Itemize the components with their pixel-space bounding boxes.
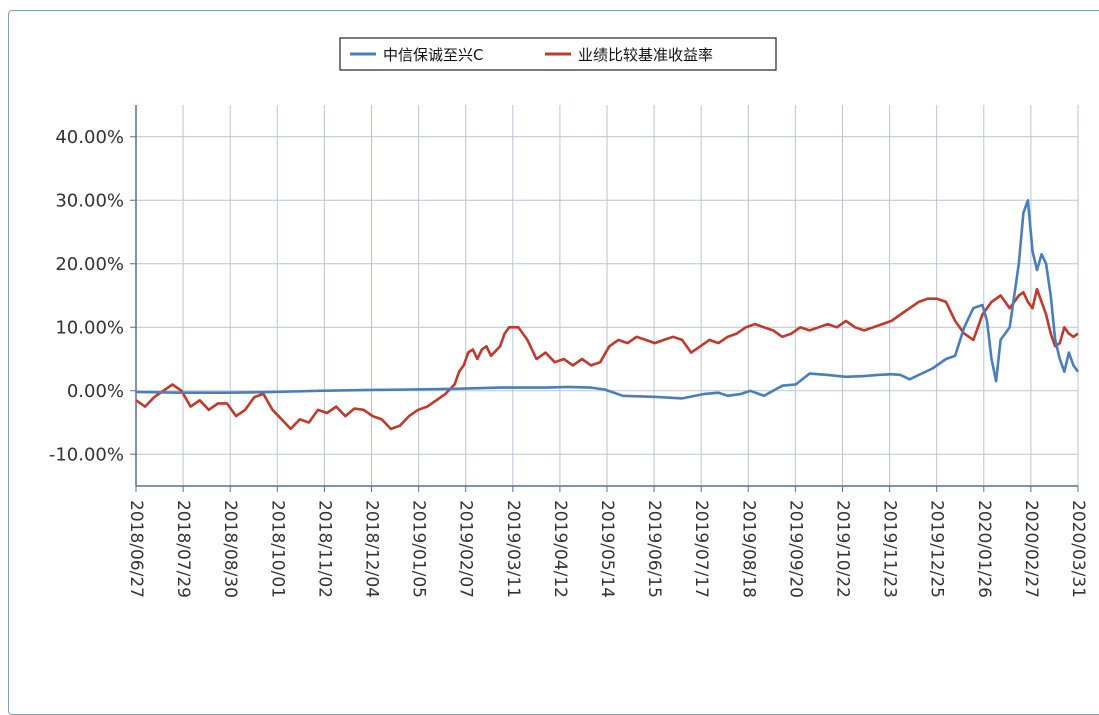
x-tick-label: 2019/03/11 <box>503 500 523 598</box>
x-tick-label: 2018/12/04 <box>362 500 382 598</box>
x-tick-label: 2019/07/17 <box>691 500 711 598</box>
x-tick-label: 2019/06/15 <box>644 500 664 598</box>
series-line-1 <box>135 287 1079 431</box>
x-tick-label: 2018/11/02 <box>314 500 334 598</box>
x-tick-label: 2018/07/29 <box>173 500 193 598</box>
grid <box>135 105 1079 487</box>
y-tick-label: 30.00% <box>55 190 124 211</box>
x-tick-label: 2018/10/01 <box>267 500 287 598</box>
y-axis-ticks: -10.00% 0.00% 10.00% 20.00% 30.00% 40.00% <box>49 127 136 465</box>
series-line-0 <box>135 199 1080 400</box>
legend-label-0: 中信保诚至兴C <box>383 46 483 64</box>
x-tick-label: 2019/04/12 <box>550 500 570 598</box>
legend-label-1: 业绩比较基准收益率 <box>578 46 713 64</box>
x-tick-label: 2019/01/05 <box>409 500 429 598</box>
x-axis-ticks: 2018/06/27 2018/07/29 2018/08/30 2018/10/01… <box>126 486 1088 598</box>
x-tick-label: 2019/11/23 <box>880 500 900 598</box>
x-tick-label: 2020/03/31 <box>1068 500 1088 598</box>
y-tick-label: 0.00% <box>67 381 124 402</box>
series-lines <box>135 199 1080 431</box>
x-tick-label: 2020/01/26 <box>974 500 994 598</box>
x-tick-label: 2019/05/14 <box>597 500 617 598</box>
x-tick-label: 2019/02/07 <box>456 500 476 598</box>
x-tick-label: 2020/02/27 <box>1021 500 1041 598</box>
x-tick-label: 2019/09/20 <box>785 500 805 598</box>
x-tick-label: 2019/10/22 <box>833 500 853 598</box>
y-tick-label: 10.00% <box>55 317 124 338</box>
x-tick-label: 2018/06/27 <box>126 500 146 598</box>
y-tick-label: 20.00% <box>55 254 124 275</box>
x-tick-label: 2019/08/18 <box>738 500 758 598</box>
x-tick-label: 2018/08/30 <box>220 500 240 598</box>
legend: 中信保诚至兴C 业绩比较基准收益率 <box>339 37 777 71</box>
y-tick-label: 40.00% <box>55 127 124 148</box>
x-tick-label: 2019/12/25 <box>927 500 947 598</box>
y-tick-label: -10.00% <box>49 444 124 465</box>
